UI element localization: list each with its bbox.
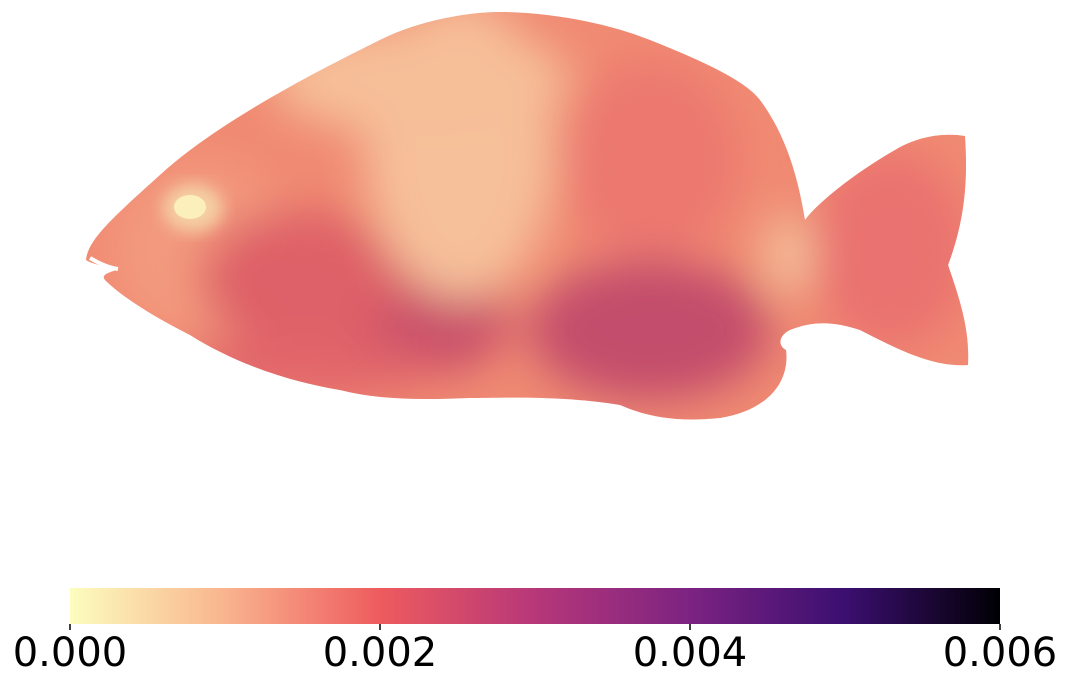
colorbar-ticks: 0.000 0.002 0.004 0.006 [13, 624, 1058, 676]
fish-eye [174, 195, 206, 219]
colorbar-tick-label: 0.004 [633, 630, 748, 676]
fish-mouth [88, 256, 119, 271]
colorbar-tick-label: 0.006 [943, 630, 1058, 676]
colorbar-rect [70, 588, 1000, 624]
fish-midbody-red [200, 210, 400, 350]
fish-lower-body [160, 340, 440, 400]
colorbar-tick-label: 0.002 [323, 630, 438, 676]
fish-rear-red [560, 60, 740, 260]
fish-tail [810, 150, 969, 350]
fish-back-light [270, 25, 570, 135]
colorbar-tick-label: 0.000 [13, 630, 128, 676]
fish-tail-base-light [765, 215, 815, 295]
fish-heatmap [86, 12, 969, 420]
colorbar: 0.000 0.002 0.004 0.006 [13, 588, 1058, 676]
fish-belly-dark-2 [530, 260, 770, 400]
